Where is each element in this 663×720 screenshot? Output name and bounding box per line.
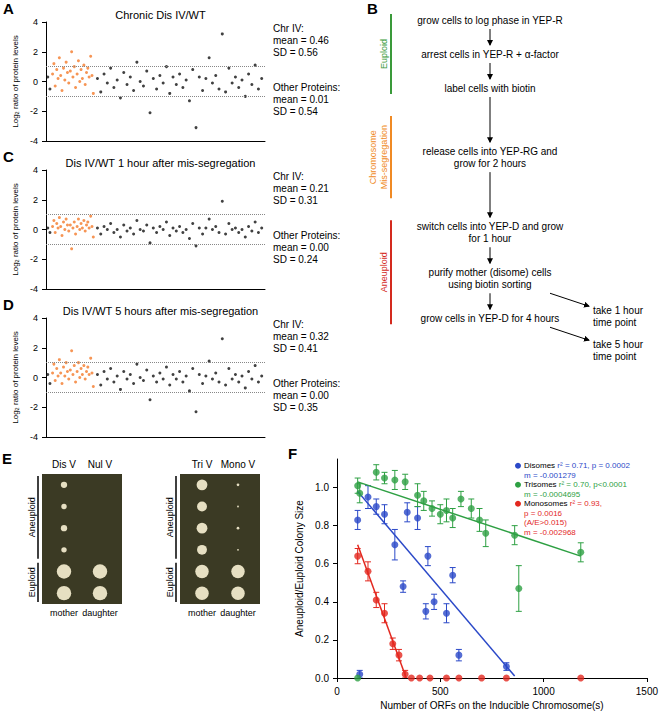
svg-text:Log₂ ratio of protein levels: Log₂ ratio of protein levels xyxy=(11,183,20,276)
svg-text:p = 0.0016: p = 0.0016 xyxy=(524,509,563,518)
svg-text:mother: mother xyxy=(50,608,78,618)
svg-text:purify mother (disome) cells: purify mother (disome) cells xyxy=(429,267,552,278)
svg-text:0.6: 0.6 xyxy=(315,558,329,569)
svg-text:Chronic Dis IV/WT: Chronic Dis IV/WT xyxy=(115,9,206,21)
svg-text:Chromosome: Chromosome xyxy=(368,130,378,184)
svg-text:Chr IV:: Chr IV: xyxy=(273,23,304,34)
svg-text:-4: -4 xyxy=(30,432,38,442)
svg-text:A: A xyxy=(3,0,14,17)
svg-text:time point: time point xyxy=(593,351,637,362)
svg-text:take 1 hour: take 1 hour xyxy=(593,305,644,316)
svg-text:mean = 0.21: mean = 0.21 xyxy=(273,183,329,194)
svg-text:2: 2 xyxy=(33,343,38,353)
svg-text:B: B xyxy=(367,0,378,17)
svg-text:Euploid: Euploid xyxy=(165,567,175,597)
svg-text:m = -0.002968: m = -0.002968 xyxy=(524,528,576,537)
svg-text:daughter: daughter xyxy=(82,608,118,618)
svg-text:mean = 0.01: mean = 0.01 xyxy=(273,94,329,105)
svg-text:1000: 1000 xyxy=(532,686,555,697)
svg-text:for 1 hour: for 1 hour xyxy=(469,233,512,244)
svg-text:Mis-segregation: Mis-segregation xyxy=(379,125,389,189)
svg-text:0: 0 xyxy=(334,686,340,697)
svg-text:switch cells into YEP-D and gr: switch cells into YEP-D and grow xyxy=(417,221,564,232)
svg-text:using biotin sorting: using biotin sorting xyxy=(448,279,531,290)
svg-text:-2: -2 xyxy=(30,402,38,412)
svg-text:Number of ORFs on the Inducibl: Number of ORFs on the Inducible Chromoso… xyxy=(380,700,603,711)
svg-text:take 5 hour: take 5 hour xyxy=(593,339,644,350)
svg-text:grow cells in YEP-D for 4 hour: grow cells in YEP-D for 4 hours xyxy=(421,313,560,324)
svg-text:Nul V: Nul V xyxy=(88,459,113,470)
svg-text:m = -0.0004695: m = -0.0004695 xyxy=(524,490,581,499)
svg-text:Aneuploid: Aneuploid xyxy=(165,497,175,537)
svg-text:0.4: 0.4 xyxy=(315,596,329,607)
svg-text:4: 4 xyxy=(33,313,38,323)
svg-text:Trisomes: Trisomes xyxy=(524,480,557,489)
svg-text:Other Proteins:: Other Proteins: xyxy=(273,82,340,93)
svg-text:-2: -2 xyxy=(30,106,38,116)
svg-text:D: D xyxy=(3,296,14,313)
svg-text:Disomes: Disomes xyxy=(524,461,555,470)
svg-text:daughter: daughter xyxy=(220,608,256,618)
svg-text:Euploid: Euploid xyxy=(379,39,389,69)
svg-text:mean = 0.00: mean = 0.00 xyxy=(273,390,329,401)
svg-text:SD = 0.54: SD = 0.54 xyxy=(273,106,318,117)
svg-text:0: 0 xyxy=(33,225,38,235)
svg-text:0: 0 xyxy=(33,77,38,87)
svg-text:1.0: 1.0 xyxy=(315,482,329,493)
svg-text:0.2: 0.2 xyxy=(315,634,329,645)
svg-text:1500: 1500 xyxy=(636,686,659,697)
svg-text:Mono V: Mono V xyxy=(221,459,256,470)
svg-text:0: 0 xyxy=(33,373,38,383)
svg-text:Euploid: Euploid xyxy=(27,567,37,597)
svg-text:SD = 0.35: SD = 0.35 xyxy=(273,402,318,413)
svg-text:E: E xyxy=(2,450,12,467)
svg-text:m = -0.001279: m = -0.001279 xyxy=(524,471,576,480)
svg-text:grow cells to log phase in YEP: grow cells to log phase in YEP-R xyxy=(417,15,562,26)
svg-text:Chr IV:: Chr IV: xyxy=(273,171,304,182)
svg-text:2: 2 xyxy=(33,195,38,205)
svg-text:mean = 0.32: mean = 0.32 xyxy=(273,331,329,342)
svg-text:grow for 2 hours: grow for 2 hours xyxy=(454,158,526,169)
svg-text:Monosomes: Monosomes xyxy=(524,499,568,508)
svg-text:-4: -4 xyxy=(30,136,38,146)
svg-text:label cells with biotin: label cells with biotin xyxy=(444,83,535,94)
svg-text:mother: mother xyxy=(188,608,216,618)
svg-text:mean = 0.00: mean = 0.00 xyxy=(273,242,329,253)
svg-text:mean = 0.46: mean = 0.46 xyxy=(273,35,329,46)
svg-text:-4: -4 xyxy=(30,284,38,294)
svg-text:SD = 0.41: SD = 0.41 xyxy=(273,343,318,354)
svg-text:Other Proteins:: Other Proteins: xyxy=(273,378,340,389)
svg-text:2: 2 xyxy=(33,47,38,57)
svg-text:time point: time point xyxy=(593,317,637,328)
svg-text:(A/E>0.015): (A/E>0.015) xyxy=(524,518,567,527)
svg-text:0.8: 0.8 xyxy=(315,520,329,531)
svg-text:Log₂ ratio of protein levels: Log₂ ratio of protein levels xyxy=(11,331,20,424)
svg-text:Chr IV:: Chr IV: xyxy=(273,319,304,330)
svg-text:500: 500 xyxy=(432,686,449,697)
svg-text:Dis IV/WT 5 hours after mis-se: Dis IV/WT 5 hours after mis-segregation xyxy=(63,305,258,317)
svg-text:Aneuploid/Euploid Colony Size: Aneuploid/Euploid Colony Size xyxy=(294,500,305,637)
svg-text:4: 4 xyxy=(33,165,38,175)
svg-text:r² = 0.71, p = 0.0002: r² = 0.71, p = 0.0002 xyxy=(557,461,630,470)
svg-text:Aneuploid: Aneuploid xyxy=(379,252,389,292)
svg-text:SD = 0.24: SD = 0.24 xyxy=(273,254,318,265)
svg-text:Dis V: Dis V xyxy=(52,459,76,470)
svg-text:Aneuploid: Aneuploid xyxy=(27,497,37,537)
svg-text:r² = 0.93,: r² = 0.93, xyxy=(570,499,602,508)
svg-text:Log₂ ratio of protein levels: Log₂ ratio of protein levels xyxy=(11,35,20,128)
svg-text:Tri V: Tri V xyxy=(192,459,213,470)
svg-text:r² = 0.70, p<0.0001: r² = 0.70, p<0.0001 xyxy=(559,480,628,489)
svg-text:-2: -2 xyxy=(30,254,38,264)
svg-text:C: C xyxy=(3,148,14,165)
svg-text:F: F xyxy=(288,445,297,462)
svg-text:SD = 0.56: SD = 0.56 xyxy=(273,47,318,58)
svg-text:Other Proteins:: Other Proteins: xyxy=(273,230,340,241)
svg-text:4: 4 xyxy=(33,17,38,27)
svg-text:Dis IV/WT 1 hour after mis-seg: Dis IV/WT 1 hour after mis-segregation xyxy=(66,157,256,169)
svg-text:0.0: 0.0 xyxy=(315,673,329,684)
svg-text:SD = 0.31: SD = 0.31 xyxy=(273,195,318,206)
svg-text:arrest cells in YEP-R + α-fact: arrest cells in YEP-R + α-factor xyxy=(421,49,559,60)
svg-text:release cells into YEP-RG and: release cells into YEP-RG and xyxy=(423,146,558,157)
